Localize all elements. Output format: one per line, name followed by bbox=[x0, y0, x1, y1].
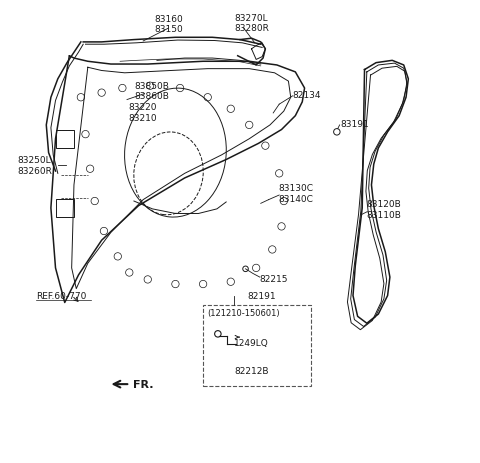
Text: 82134: 82134 bbox=[293, 90, 321, 99]
Text: 83270L
83280R: 83270L 83280R bbox=[234, 14, 269, 33]
Text: REF.60-770: REF.60-770 bbox=[36, 291, 86, 300]
Text: 83850B
83860B: 83850B 83860B bbox=[135, 81, 170, 101]
Text: 82212B: 82212B bbox=[234, 366, 268, 375]
Text: 83130C
83140C: 83130C 83140C bbox=[278, 184, 313, 203]
Text: 83191: 83191 bbox=[340, 120, 369, 129]
Text: 83220
83210: 83220 83210 bbox=[128, 103, 157, 122]
Text: 83160
83150: 83160 83150 bbox=[155, 15, 183, 34]
Text: 83120B
83110B: 83120B 83110B bbox=[366, 200, 401, 219]
Text: 83250L
83260R: 83250L 83260R bbox=[18, 156, 53, 175]
Text: 1249LQ: 1249LQ bbox=[234, 338, 269, 347]
Text: 82191: 82191 bbox=[247, 291, 276, 300]
Text: FR.: FR. bbox=[133, 379, 154, 389]
Text: (121210-150601): (121210-150601) bbox=[207, 308, 279, 318]
Bar bbox=[56, 130, 74, 149]
Bar bbox=[203, 305, 312, 386]
Bar bbox=[56, 199, 74, 218]
Text: 82215: 82215 bbox=[260, 275, 288, 283]
